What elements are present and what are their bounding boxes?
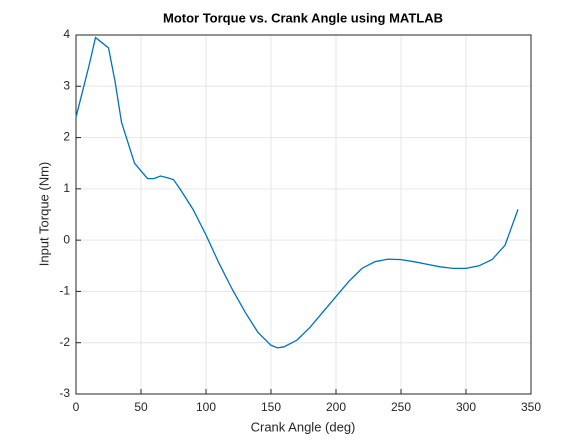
- line-series: [75, 36, 519, 349]
- x-tick-label: 350: [521, 400, 541, 414]
- plot-frame: [75, 34, 532, 395]
- x-tick-label: 100: [196, 400, 216, 414]
- x-tick-label: 150: [261, 400, 281, 414]
- y-tick-label: 1: [63, 181, 70, 195]
- y-tick-label: 3: [63, 78, 70, 92]
- x-axis-label: Crank Angle (deg): [251, 419, 356, 434]
- x-tick-label: 0: [73, 400, 80, 414]
- x-tick-label: 300: [456, 400, 476, 414]
- y-tick-label: -2: [59, 335, 70, 349]
- y-axis-label: Input Torque (Nm): [36, 162, 51, 267]
- y-tick-label: -3: [59, 386, 70, 400]
- y-tick-label: 2: [63, 130, 70, 144]
- x-tick-label: 200: [326, 400, 346, 414]
- x-tick-label: 50: [134, 400, 148, 414]
- x-tick-label: 250: [391, 400, 411, 414]
- y-tick-label: -1: [59, 284, 70, 298]
- y-tick-label: 0: [63, 232, 70, 246]
- chart-title: Motor Torque vs. Crank Angle using MATLA…: [163, 10, 443, 25]
- y-tick-label: 4: [63, 27, 70, 41]
